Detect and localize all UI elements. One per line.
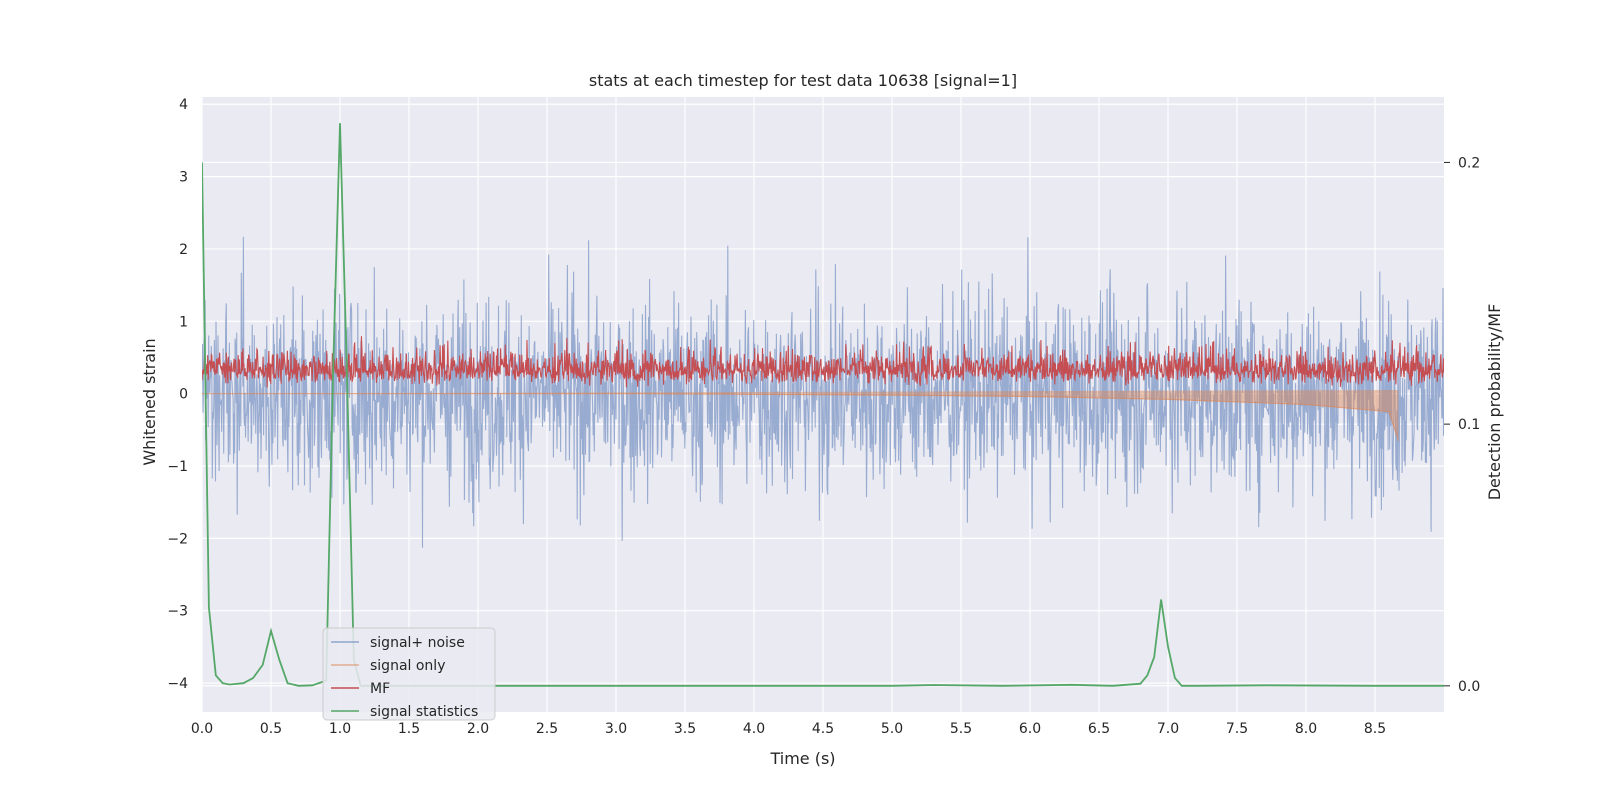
x-tick-label: 8.0 [1295, 721, 1317, 737]
series-signal-noise-line [202, 236, 1444, 548]
y-tick-label: 1 [179, 314, 188, 330]
x-tick-label: 1.5 [398, 721, 420, 737]
legend-box [322, 627, 496, 721]
y-axis-title: Whitened strain [140, 338, 159, 465]
x-tick-label: 4.0 [743, 721, 765, 737]
x-tick-label: 5.5 [950, 721, 972, 737]
x-tick-label: 0.5 [260, 721, 282, 737]
x-tick-label: 8.5 [1364, 721, 1386, 737]
y-axis-right-title: Detection probability/MF [1485, 304, 1504, 501]
x-tick-label: 2.5 [536, 721, 558, 737]
series-mf-line [202, 336, 1444, 388]
x-tick-label: 0.0 [191, 721, 213, 737]
x-tick-label: 3.0 [605, 721, 627, 737]
x-tick-label: 7.0 [1157, 721, 1179, 737]
chart-title: stats at each timestep for test data 106… [589, 71, 1017, 90]
x-tick-label: 6.5 [1088, 721, 1110, 737]
y-tick-label: 0 [179, 387, 188, 403]
legend-label: MF [370, 681, 390, 697]
x-axis: 0.0 0.5 1.0 1.5 2.0 2.5 3.0 3.5 4.0 4.5 5.0 5.5 6.0 6… [191, 721, 1386, 737]
x-tick-label: 1.0 [329, 721, 351, 737]
y-axis-right: 0.2 0.1 0.0 [1444, 155, 1480, 695]
y-tick-label: 2 [179, 242, 188, 258]
y-right-tick-label: 0.1 [1458, 417, 1480, 433]
x-tick-label: 7.5 [1226, 721, 1248, 737]
x-tick-label: 4.5 [812, 721, 834, 737]
y-tick-label: −1 [167, 459, 188, 475]
legend-label: signal+ noise [370, 635, 465, 651]
series-signal-only-fill [202, 390, 1399, 441]
x-tick-label: 2.0 [467, 721, 489, 737]
x-tick-label: 3.5 [674, 721, 696, 737]
y-axis-left: 4 3 2 1 0 −1 −2 −3 −4 [167, 97, 188, 692]
y-right-tick-label: 0.0 [1458, 679, 1480, 695]
legend-label: signal statistics [370, 704, 478, 720]
series-signal-only-line [202, 393, 1400, 441]
y-tick-label: 4 [179, 97, 188, 113]
legend: signal+ noise signal only MF signal statist… [322, 627, 496, 721]
y-tick-label: −4 [167, 676, 188, 692]
y-tick-label: −3 [167, 604, 188, 620]
x-tick-label: 6.0 [1019, 721, 1041, 737]
y-right-tick-label: 0.2 [1458, 155, 1480, 171]
y-tick-label: −2 [167, 531, 188, 547]
legend-label: signal only [370, 658, 445, 674]
x-axis-title: Time (s) [769, 749, 835, 768]
y-tick-label: 3 [179, 170, 188, 186]
x-tick-label: 5.0 [881, 721, 903, 737]
